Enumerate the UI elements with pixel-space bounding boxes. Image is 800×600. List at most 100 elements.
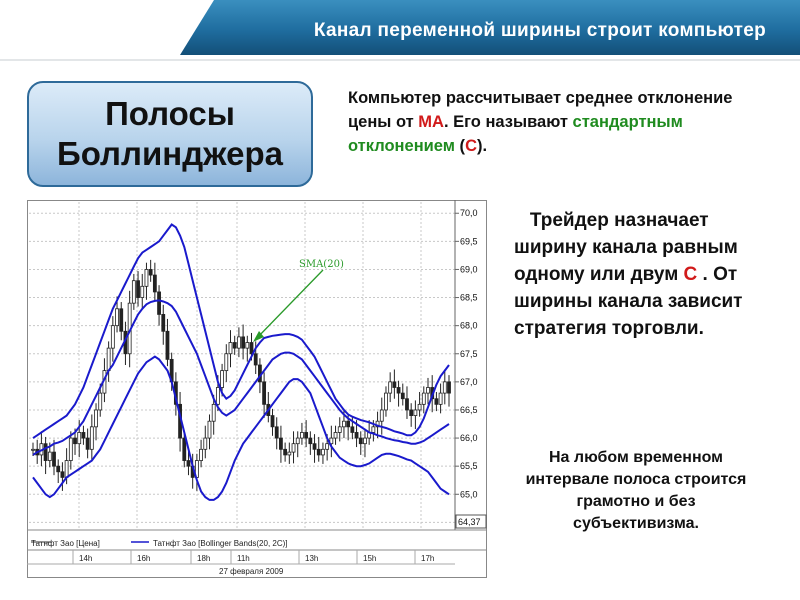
bollinger-chart: 70,0 69,5 69,0 68,5 68,0 67,5 67,0 66,5 66,0 65,5… xyxy=(27,200,487,578)
candle-body xyxy=(203,437,208,450)
chart-frame xyxy=(27,200,487,578)
candle-body xyxy=(354,432,359,439)
p1-text-3: ( xyxy=(454,137,466,155)
candle-body xyxy=(400,392,405,400)
x-tick-label: 11h xyxy=(237,554,250,563)
candle-body xyxy=(232,342,237,349)
paragraph-any-interval: На любом временном интервале полоса стро… xyxy=(525,449,747,532)
candle-body xyxy=(384,392,388,411)
candle-body xyxy=(207,420,212,439)
x-tick-label: 18h xyxy=(197,554,210,563)
y-tick-label: 65,0 xyxy=(460,489,478,499)
candle-body xyxy=(115,308,119,327)
y-tick-label: 65,5 xyxy=(460,461,478,471)
y-tick-label: 69,5 xyxy=(460,236,478,246)
candle-body xyxy=(73,437,77,445)
candle-body xyxy=(325,443,330,450)
candle-body xyxy=(363,437,367,445)
y-tick-label: 70,0 xyxy=(460,208,478,218)
candle-body xyxy=(283,448,288,456)
candle-body xyxy=(249,342,254,355)
p1-text-2: . Его называют xyxy=(443,113,573,131)
candle-body xyxy=(131,280,136,304)
price-series xyxy=(31,259,451,491)
candle-body xyxy=(52,451,56,467)
header-banner: Канал переменной ширины строит компьютер xyxy=(0,0,800,66)
candle-body xyxy=(98,392,103,411)
candle-body xyxy=(253,353,258,366)
last-price-label: 64,37 xyxy=(458,517,481,527)
candle-body xyxy=(31,448,35,451)
p1-ma: МА xyxy=(418,113,444,131)
middle-band-line xyxy=(32,299,450,456)
candle-body xyxy=(321,448,325,456)
candle-body xyxy=(161,314,166,332)
candle-body xyxy=(316,448,321,456)
p1-text-1: Компьютер рассчитывает среднее отклонени… xyxy=(348,89,733,131)
p1-std: стандартным отклонением xyxy=(348,113,683,155)
p2-text-2: . От ширины канала зависит стратегия тор… xyxy=(514,264,743,339)
candle-body xyxy=(262,381,267,405)
candle-body xyxy=(157,291,161,315)
y-tick-label: 69,0 xyxy=(460,264,478,274)
y-tick-label: 66,0 xyxy=(460,433,478,443)
p2-text-1: Трейдер назначает ширину канала равным о… xyxy=(514,210,738,285)
candle-body xyxy=(186,460,191,467)
candle-body xyxy=(312,443,317,450)
candle-body xyxy=(56,465,61,473)
p1-text-4: ). xyxy=(476,137,488,155)
candle-body xyxy=(434,398,439,405)
legend-bands: Татнфт Зао [Bollinger Bands(20, 2C)] xyxy=(153,539,288,548)
candle-body xyxy=(182,437,187,461)
sma-annotation: SMA(20) xyxy=(299,259,344,270)
candle-body xyxy=(333,432,338,439)
candle-body xyxy=(68,437,73,461)
candle-body xyxy=(279,437,283,450)
annotation-arrow xyxy=(254,269,324,341)
candle-body xyxy=(337,426,342,433)
x-tick-label: 16h xyxy=(137,554,150,563)
candle-body xyxy=(447,381,451,394)
badge-line-2: Боллинджера xyxy=(57,135,283,172)
y-tick-label: 67,0 xyxy=(460,377,478,387)
y-tick-label: 68,0 xyxy=(460,321,478,331)
candle-body xyxy=(270,415,275,428)
y-tick-label: 68,5 xyxy=(460,293,478,303)
candle-body xyxy=(43,443,48,461)
header-shape xyxy=(0,0,800,61)
candle-body xyxy=(81,432,86,439)
candle-body xyxy=(308,437,313,445)
candle-body xyxy=(442,381,447,394)
bollinger-badge: Полосы Боллинджера xyxy=(27,81,313,187)
y-tick-label: 66,5 xyxy=(460,405,478,415)
candle-body xyxy=(211,403,216,422)
candle-body xyxy=(426,387,430,394)
candle-body xyxy=(199,448,203,461)
candle-body xyxy=(388,381,393,394)
candle-body xyxy=(304,432,309,439)
candle-body xyxy=(405,398,409,411)
date-label: 27 февраля 2009 xyxy=(219,567,284,576)
paragraph-std-deviation: Компьютер рассчитывает среднее отклонени… xyxy=(348,86,748,158)
candle-body xyxy=(77,432,82,445)
y-tick-label: 67,5 xyxy=(460,349,478,359)
legend-price: Татнфт Зао [Цена] xyxy=(31,539,100,548)
candle-body xyxy=(215,387,220,405)
candle-body xyxy=(295,437,300,445)
candle-body xyxy=(417,403,422,411)
candle-body xyxy=(94,409,98,428)
candle-body xyxy=(64,460,69,478)
x-axis: 14h 16h 18h 11h 13h 15h 17h xyxy=(72,550,434,564)
candle-body xyxy=(329,437,334,445)
slide-title: Канал переменной ширины строит компьютер xyxy=(313,20,766,41)
candle-body xyxy=(85,437,90,450)
candle-body xyxy=(47,451,52,461)
candle-body xyxy=(60,471,65,478)
x-tick-label: 14h xyxy=(79,554,92,563)
candle-body xyxy=(220,370,224,388)
p2-c: С xyxy=(683,264,698,285)
candle-body xyxy=(224,353,229,372)
candle-body xyxy=(392,381,397,388)
candle-body xyxy=(152,274,157,293)
candle-body xyxy=(291,443,296,453)
